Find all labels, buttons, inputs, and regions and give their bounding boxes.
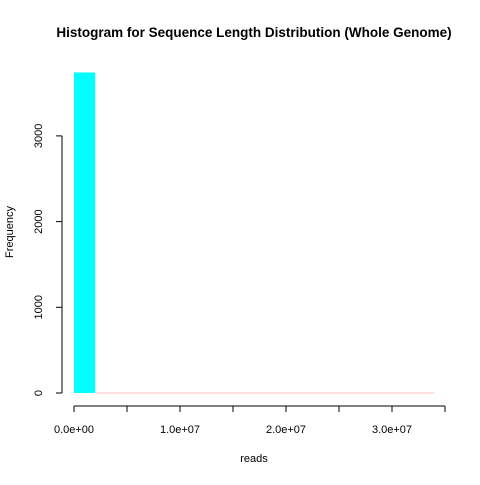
y-axis-label: Frequency bbox=[4, 206, 16, 258]
chart-title: Histogram for Sequence Length Distributi… bbox=[56, 25, 451, 40]
x-axis: 0.0e+00 1.0e+07 2.0e+07 3.0e+07 bbox=[54, 405, 446, 436]
y-tick-label-3: 3000 bbox=[33, 124, 45, 148]
bars-layer bbox=[74, 72, 435, 394]
y-tick-label-1: 1000 bbox=[33, 295, 45, 319]
y-axis: 0 1000 2000 3000 bbox=[33, 124, 63, 396]
x-axis-label: reads bbox=[240, 453, 268, 465]
histogram-bar-0 bbox=[74, 72, 96, 394]
y-tick-label-0: 0 bbox=[33, 390, 45, 396]
x-tick-label-0: 0.0e+00 bbox=[54, 424, 94, 436]
y-tick-label-2: 2000 bbox=[33, 209, 45, 233]
x-tick-label-6: 3.0e+07 bbox=[372, 424, 412, 436]
x-tick-label-4: 2.0e+07 bbox=[266, 424, 306, 436]
x-tick-label-2: 1.0e+07 bbox=[160, 424, 200, 436]
